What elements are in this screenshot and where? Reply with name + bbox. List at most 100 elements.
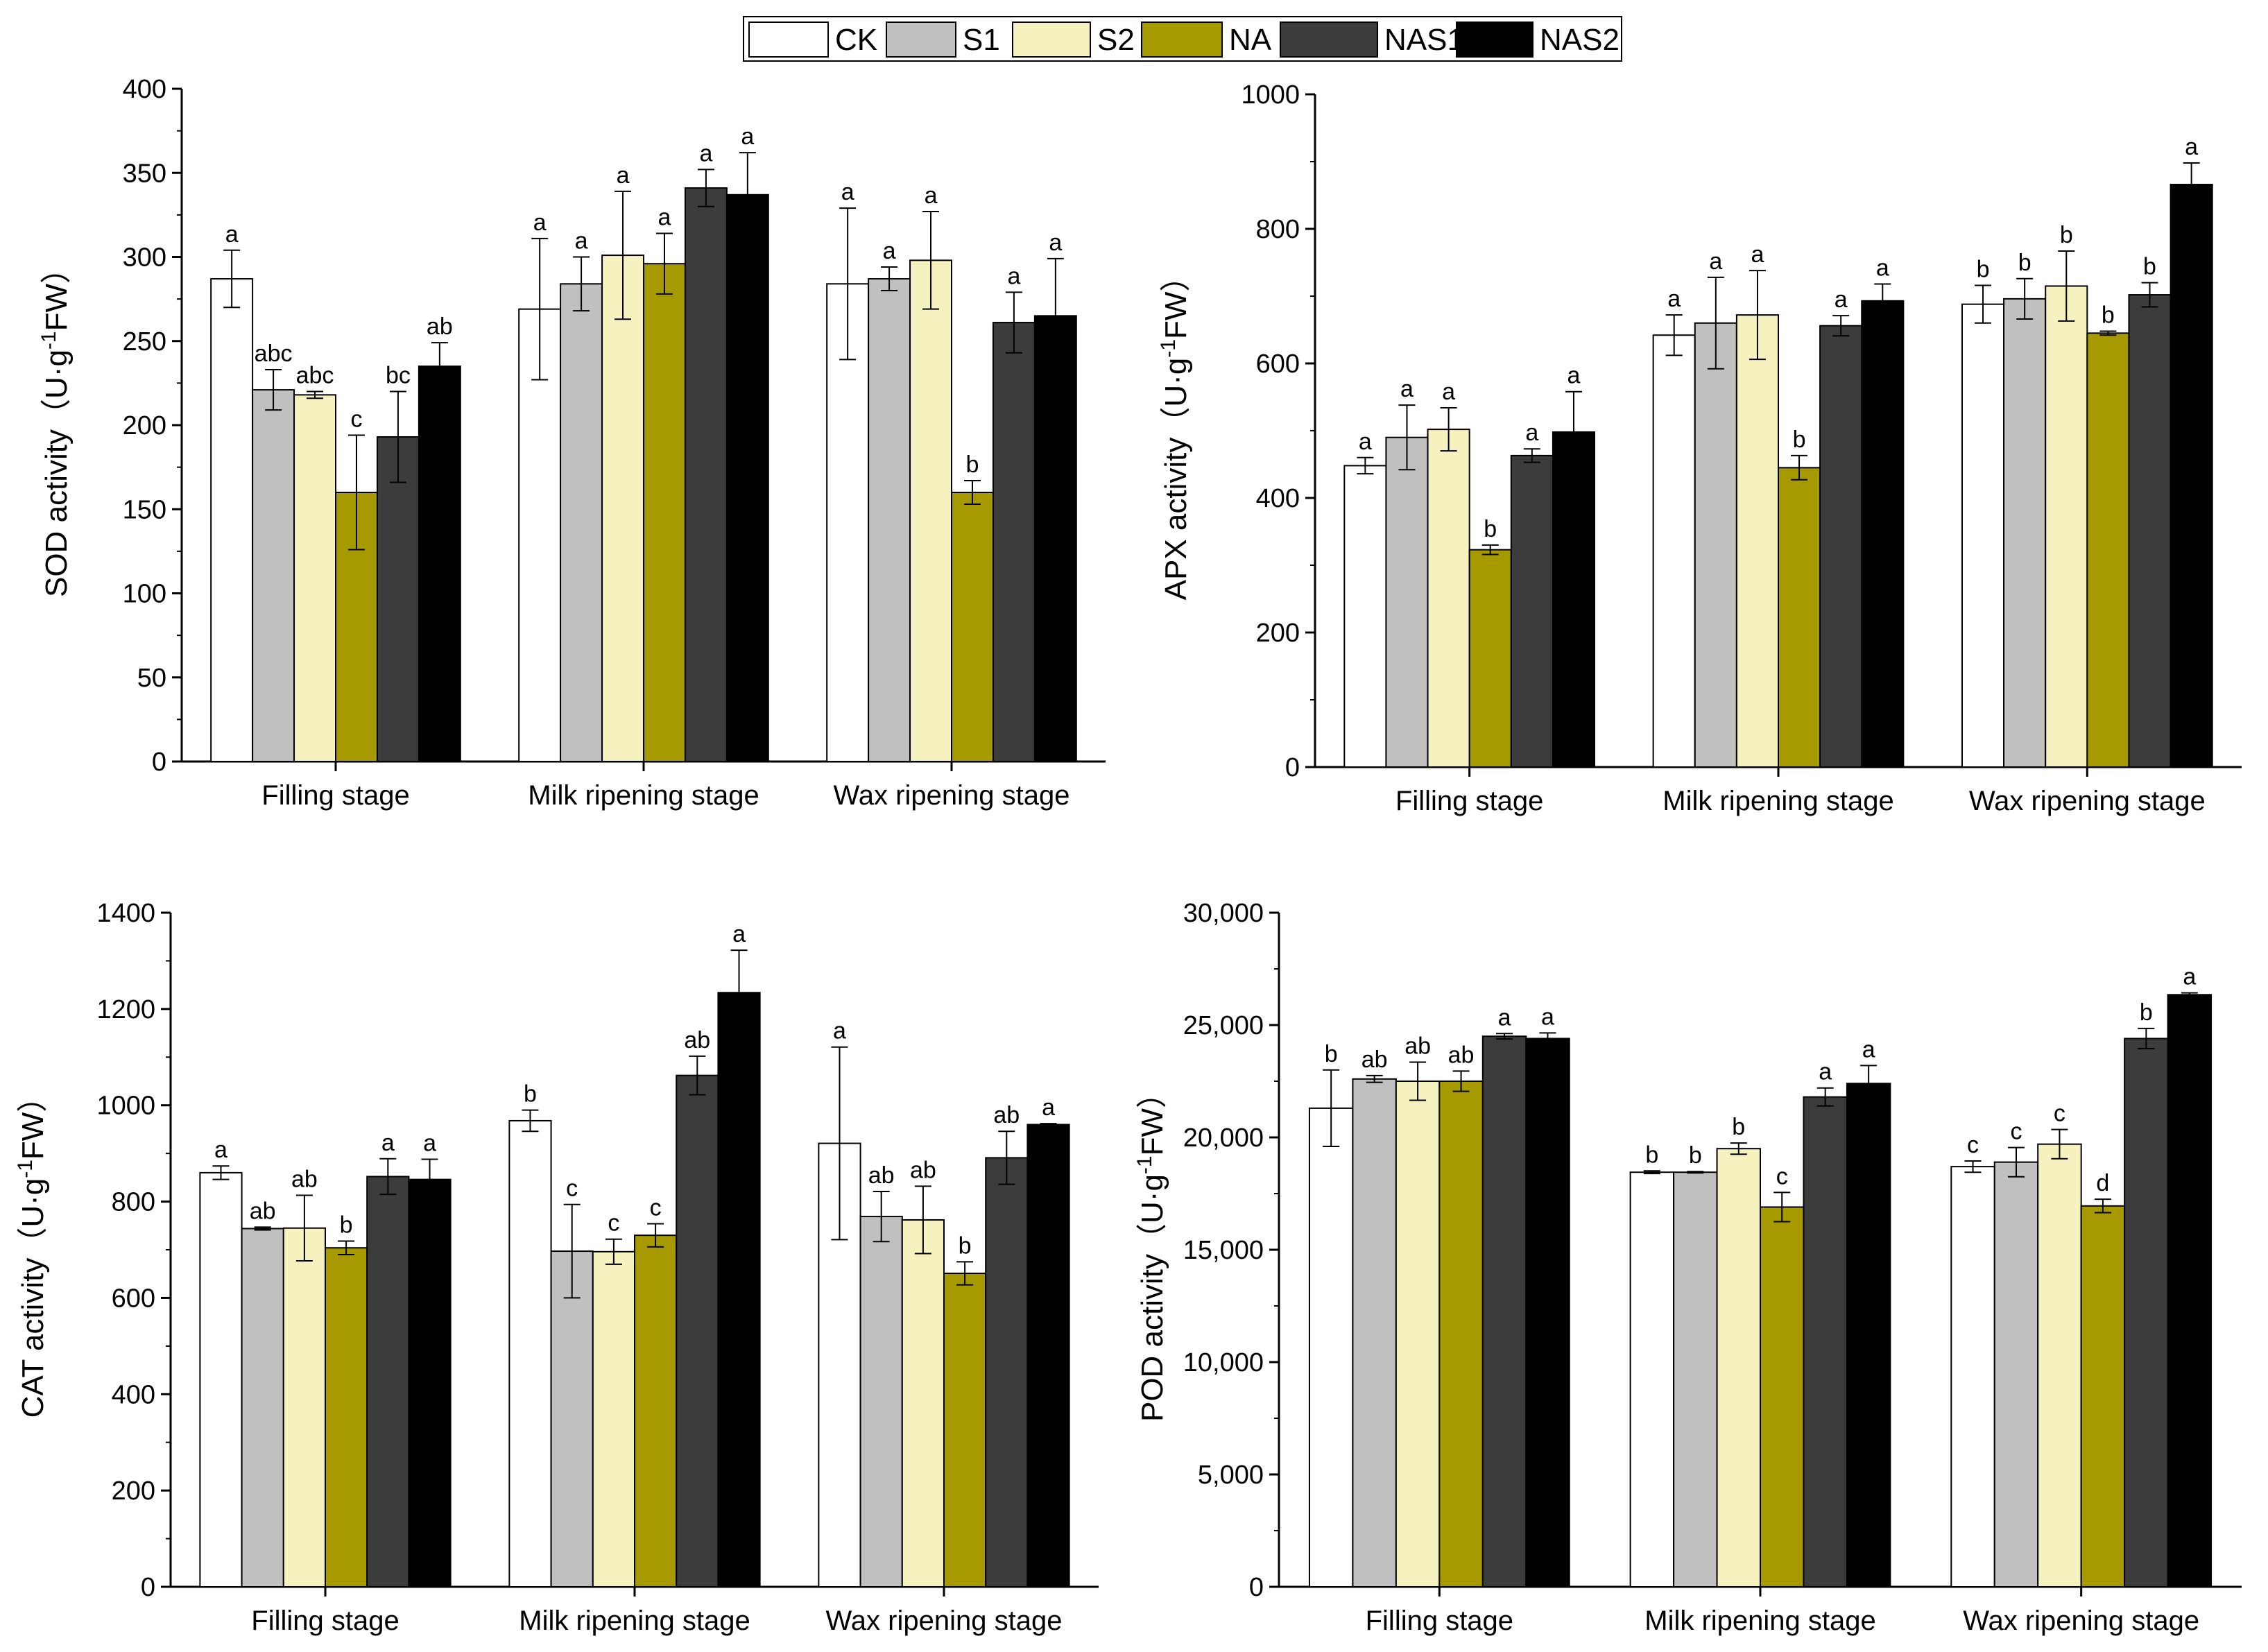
y-axis-title-unit: FW） xyxy=(1135,1078,1169,1155)
significance-label: a xyxy=(381,1130,395,1156)
significance-label: b xyxy=(959,1232,972,1259)
y-tick-label: 0 xyxy=(152,748,166,777)
significance-label: ab xyxy=(250,1198,276,1224)
y-tick-label: 5,000 xyxy=(1198,1461,1264,1490)
y-tick-label: 1000 xyxy=(1241,80,1300,110)
y-tick-label: 0 xyxy=(1249,1573,1264,1602)
bar xyxy=(909,259,953,763)
y-tick-label: 0 xyxy=(1285,753,1300,782)
significance-label: ab xyxy=(868,1162,895,1189)
y-tick-label: 50 xyxy=(137,664,166,693)
bar xyxy=(293,394,336,762)
y-tick-label: 1000 xyxy=(96,1092,155,1121)
sod-chart: 0 50 100 150 200 250 300 350 400 SOD activity（U·g… xyxy=(37,75,1106,811)
y-axis-title: SOD activity（U·g-1FW） xyxy=(37,253,74,597)
x-category-label: Filling stage xyxy=(261,780,409,811)
significance-label: bc xyxy=(386,363,411,389)
bar xyxy=(376,436,420,762)
bar xyxy=(592,1250,635,1588)
bar xyxy=(1343,465,1387,768)
significance-label: b xyxy=(1732,1114,1745,1140)
bar xyxy=(1481,1035,1527,1588)
y-axis-title: APX activity（U·g-1FW） xyxy=(1157,261,1193,601)
bar xyxy=(518,308,562,762)
significance-label: b xyxy=(1645,1142,1658,1168)
significance-label: a xyxy=(2183,964,2196,990)
y-tick-label: 15,000 xyxy=(1183,1236,1264,1265)
x-category-label: Wax ripening stage xyxy=(1963,1606,2199,1636)
significance-label: b xyxy=(340,1212,353,1239)
bar xyxy=(366,1176,410,1588)
x-category-label: Wax ripening stage xyxy=(834,780,1070,811)
y-axis-title-main: APX activity（U·g xyxy=(1159,358,1193,601)
significance-label: a xyxy=(741,123,754,150)
y-tick-label: 300 xyxy=(123,243,166,273)
significance-label: a xyxy=(533,209,547,236)
y-tick-label: 400 xyxy=(123,75,166,104)
y-axis-title: CAT activity（U·g-1FW） xyxy=(14,1082,50,1418)
bar xyxy=(2037,1143,2082,1588)
legend-swatch xyxy=(1456,21,1534,58)
x-category-label: Wax ripening stage xyxy=(1969,786,2206,816)
bar xyxy=(1673,1171,1718,1588)
y-axis-title-sup: -1 xyxy=(14,1160,37,1178)
bar xyxy=(1716,1148,1762,1588)
significance-label: a xyxy=(423,1130,436,1156)
significance-label: a xyxy=(1819,1059,1832,1085)
bar xyxy=(1846,1083,1891,1588)
bar xyxy=(643,263,686,762)
y-tick-label: 30,000 xyxy=(1183,899,1264,928)
bar xyxy=(676,1074,719,1588)
legend-label: CK xyxy=(835,23,877,57)
significance-label: a xyxy=(1751,241,1764,268)
significance-label: c xyxy=(608,1210,619,1237)
y-tick-label: 200 xyxy=(1256,619,1300,648)
y-tick-label: 400 xyxy=(112,1380,155,1409)
significance-label: c xyxy=(2010,1119,2022,1145)
bar xyxy=(868,278,911,762)
y-tick-label: 25,000 xyxy=(1183,1011,1264,1040)
significance-label: a xyxy=(214,1137,227,1163)
bar xyxy=(859,1216,903,1588)
legend-label: NA xyxy=(1229,23,1272,57)
significance-label: a xyxy=(225,221,239,248)
bar xyxy=(1033,315,1077,762)
y-axis-title-unit: FW） xyxy=(1159,261,1193,339)
y-tick-label: 10,000 xyxy=(1183,1348,1264,1377)
significance-label: b xyxy=(966,451,979,478)
significance-label: a xyxy=(925,182,938,209)
y-tick-label: 100 xyxy=(123,580,166,609)
significance-label: a xyxy=(1876,255,1889,282)
legend-swatch xyxy=(748,21,829,58)
bar xyxy=(634,1234,678,1588)
apx-chart: 0 200 400 600 800 1000 APX activity（U·g-1FW） Fi… xyxy=(1157,80,2242,816)
legend: CK S1 S2 NA NAS1 NAS2 xyxy=(743,16,1622,62)
bar xyxy=(2170,183,2213,768)
bar xyxy=(985,1157,1029,1588)
legend-swatch xyxy=(1012,21,1091,58)
significance-label: ab xyxy=(684,1027,710,1053)
significance-label: ab xyxy=(910,1157,936,1183)
bar xyxy=(684,187,728,762)
bar xyxy=(901,1219,945,1588)
significance-label: b xyxy=(1325,1041,1338,1067)
significance-label: a xyxy=(1400,376,1414,402)
significance-label: ab xyxy=(993,1102,1020,1128)
significance-label: b xyxy=(2060,222,2073,248)
significance-label: a xyxy=(883,238,896,264)
bar xyxy=(1385,436,1429,768)
y-tick-label: 600 xyxy=(112,1284,155,1313)
significance-label: b xyxy=(2143,254,2156,280)
bar xyxy=(1468,549,1512,768)
legend-swatch xyxy=(1280,21,1378,58)
significance-label: d xyxy=(2096,1170,2109,1196)
y-axis-title-unit: FW） xyxy=(16,1082,50,1160)
bar xyxy=(1819,325,1863,768)
significance-label: a xyxy=(1049,230,1062,256)
significance-label: a xyxy=(1525,420,1538,446)
significance-label: a xyxy=(732,921,746,947)
significance-label: b xyxy=(2102,302,2115,328)
bar xyxy=(1525,1038,1570,1588)
significance-label: a xyxy=(1862,1036,1875,1062)
bar xyxy=(1760,1206,1805,1588)
